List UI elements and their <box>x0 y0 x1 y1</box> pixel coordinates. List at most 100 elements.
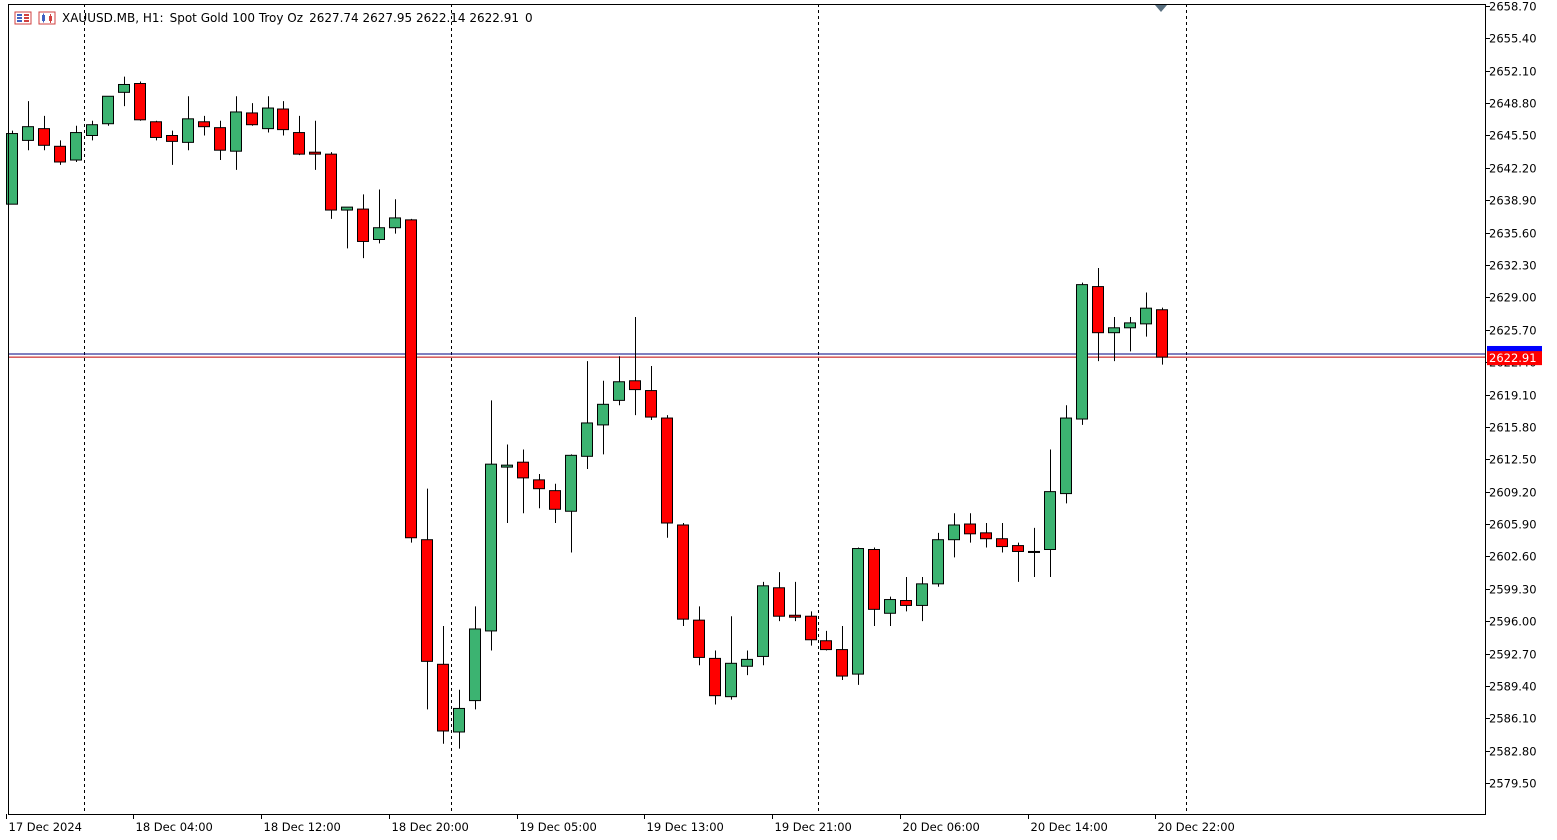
bear-candle <box>405 218 417 543</box>
price-tick-label: 2642.20 <box>1489 162 1537 176</box>
candle-body <box>789 614 801 618</box>
candle-body <box>629 380 641 391</box>
bear-candle <box>246 103 258 126</box>
bull-candle <box>884 596 896 627</box>
bull-candle <box>501 444 513 524</box>
time-tick-label: 20 Dec 22:00 <box>1158 820 1235 834</box>
time-tick-label: 20 Dec 06:00 <box>903 820 980 834</box>
bear-candle <box>645 366 657 421</box>
price-tick-label: 2619.10 <box>1489 389 1537 403</box>
candle-body <box>54 145 66 163</box>
symbol-label: XAUUSD.MB, H1: <box>62 11 164 25</box>
bull-candle <box>1076 282 1088 425</box>
bull-candle <box>389 199 401 234</box>
bear-candle <box>150 120 162 141</box>
bear-candle <box>549 483 561 524</box>
candle-body <box>757 585 769 657</box>
bear-candle <box>357 194 369 259</box>
bear-candle <box>693 606 705 666</box>
price-tick-label: 2602.60 <box>1489 550 1537 564</box>
symbol-chart-icon[interactable] <box>38 10 56 26</box>
price-tick-label: 2586.10 <box>1489 712 1537 726</box>
price-tick-label: 2589.40 <box>1489 680 1537 694</box>
time-tick-label: 17 Dec 2024 <box>9 820 82 834</box>
candle-body <box>230 111 242 152</box>
candle-body <box>198 121 210 128</box>
candle-body <box>453 707 465 733</box>
bull-candle <box>565 454 577 553</box>
bull-candle <box>1140 292 1152 337</box>
price-tick-label: 2615.80 <box>1489 421 1537 435</box>
candle-layer <box>6 76 1168 749</box>
bull-candle <box>741 650 753 676</box>
bear-candle <box>166 130 178 165</box>
candle-body <box>1124 322 1136 329</box>
bear-candle <box>1012 542 1024 582</box>
bull-candle <box>1124 316 1136 352</box>
candle-body <box>293 132 305 155</box>
bull-candle <box>118 76 130 107</box>
candle-body <box>1060 417 1072 495</box>
candle-body <box>1028 550 1040 553</box>
bull-candle <box>230 96 242 170</box>
bull-candle <box>1060 405 1072 504</box>
time-tick-label: 19 Dec 05:00 <box>520 820 597 834</box>
time-tick-label: 20 Dec 14:00 <box>1031 820 1108 834</box>
bear-candle <box>309 120 321 170</box>
time-axis: 17 Dec 2024 18 Dec 04:00 18 Dec 12:00 18 De… <box>6 814 1235 834</box>
candle-body <box>597 403 609 426</box>
shift-marker-icon <box>1155 5 1167 12</box>
bear-candle <box>996 523 1008 553</box>
candle-body <box>964 523 976 535</box>
price-tick-label: 2605.90 <box>1489 518 1537 532</box>
candle-body <box>725 662 737 698</box>
candle-body <box>357 208 369 242</box>
bear-candle <box>820 630 832 651</box>
candle-body <box>485 463 497 632</box>
price-tick-label: 2592.70 <box>1489 648 1537 662</box>
bull-candle <box>341 206 353 249</box>
bull-candle <box>469 606 481 710</box>
candle-body <box>1044 491 1056 551</box>
candle-body <box>948 524 960 541</box>
price-tick-label: 2582.80 <box>1489 745 1537 759</box>
candle-body <box>741 658 753 667</box>
bid-price-label-bg <box>1487 351 1542 366</box>
chart-list-icon[interactable] <box>14 10 32 26</box>
bull-candle <box>725 616 737 700</box>
candle-body <box>341 206 353 211</box>
bear-candle <box>836 626 848 680</box>
bull-candle <box>22 101 34 151</box>
candle-body <box>421 539 433 662</box>
chart-header: XAUUSD.MB, H1: Spot Gold 100 Troy Oz 262… <box>14 8 539 28</box>
bear-candle <box>38 115 50 151</box>
price-tick-label: 2635.60 <box>1489 227 1537 241</box>
candle-body <box>38 128 50 146</box>
price-tick-label: 2599.30 <box>1489 583 1537 597</box>
candle-body <box>70 132 82 161</box>
candle-body <box>325 153 337 211</box>
candle-body <box>884 599 896 614</box>
bull-candle <box>373 189 385 244</box>
price-tick-label: 2632.30 <box>1489 259 1537 273</box>
candle-body <box>469 628 481 702</box>
candle-body <box>916 583 928 606</box>
candle-body <box>533 479 545 490</box>
candle-body <box>677 524 689 620</box>
candle-body <box>6 133 18 205</box>
bull-candle <box>86 120 98 141</box>
candle-body <box>868 549 880 610</box>
bear-candle <box>677 523 689 627</box>
grid-layer <box>8 4 1485 814</box>
candle-body <box>852 548 864 675</box>
candle-body <box>1076 284 1088 420</box>
candle-body <box>549 490 561 510</box>
bear-candle <box>437 626 449 744</box>
price-tick-label: 2645.50 <box>1489 129 1537 143</box>
bear-candle <box>134 81 146 121</box>
bear-candle <box>214 120 226 161</box>
candle-body <box>581 422 593 457</box>
candle-body <box>1108 327 1120 334</box>
candle-body <box>773 587 785 617</box>
